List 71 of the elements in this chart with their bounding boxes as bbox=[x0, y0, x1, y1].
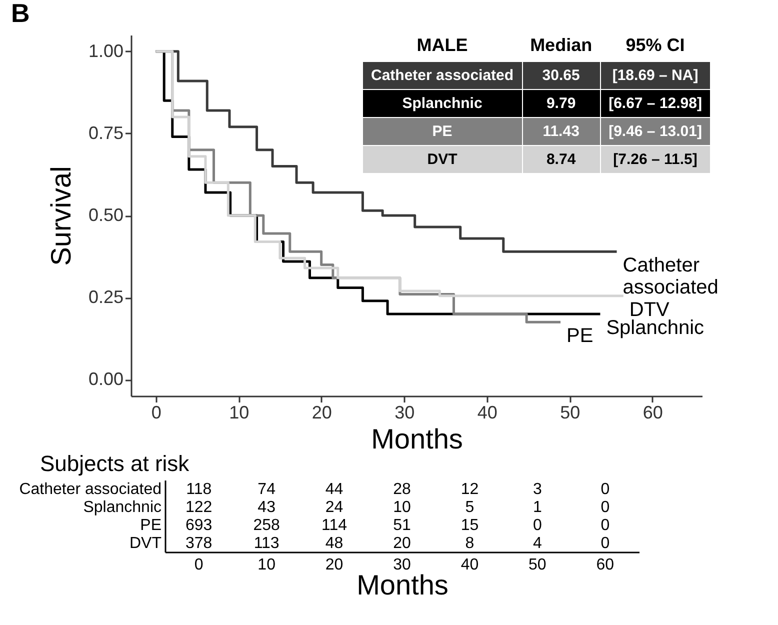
data-label: 0 bbox=[532, 517, 542, 534]
data-label: 4 bbox=[532, 535, 542, 552]
x-axis-title: Months bbox=[371, 424, 463, 454]
data-label: 0 bbox=[600, 517, 610, 534]
y-tick-label: Splanchnic bbox=[83, 499, 162, 516]
chart-title: B bbox=[11, 0, 30, 28]
data-label: 1 bbox=[532, 499, 542, 516]
x-tick-label: 30 bbox=[394, 402, 415, 422]
x-tick-label: 50 bbox=[528, 556, 546, 574]
data-label: 51 bbox=[393, 517, 411, 534]
y-tick-label: Catheter associated bbox=[19, 481, 162, 498]
x-tick-label: 20 bbox=[325, 556, 344, 574]
data-label: 3 bbox=[532, 481, 542, 498]
data-label: 113 bbox=[254, 535, 280, 552]
y-tick-label: 0.00 bbox=[88, 369, 124, 390]
x-tick-label: 10 bbox=[258, 556, 276, 574]
data-label: 15 bbox=[460, 517, 479, 534]
y-tick-label: 1.00 bbox=[88, 40, 124, 61]
data-label: 10 bbox=[393, 499, 411, 516]
annotation: 95% CI bbox=[624, 34, 686, 57]
annotation: Splanchnic bbox=[362, 90, 522, 118]
annotation: 8.74 bbox=[522, 146, 600, 174]
x-tick-label: 10 bbox=[229, 402, 250, 422]
y-tick-label: DVT bbox=[130, 535, 162, 552]
series-label: Catheter associated bbox=[622, 254, 718, 299]
annotation: MALE bbox=[416, 34, 469, 57]
x-tick-label: 0 bbox=[151, 402, 162, 422]
data-label: 118 bbox=[186, 481, 212, 498]
data-label: 693 bbox=[186, 517, 212, 534]
data-label: 0 bbox=[600, 535, 610, 552]
data-label: 258 bbox=[253, 517, 280, 534]
x-tick-label: 0 bbox=[194, 556, 204, 574]
y-tick-label: 0.25 bbox=[88, 287, 124, 308]
y-axis-title: Survival bbox=[45, 166, 76, 266]
data-label: 48 bbox=[325, 535, 344, 552]
data-label: 0 bbox=[600, 499, 610, 516]
data-label: 122 bbox=[186, 499, 212, 516]
y-tick-label: 0.50 bbox=[88, 205, 124, 225]
data-label: 5 bbox=[465, 499, 474, 516]
annotation: [6.67 – 12.98] bbox=[600, 90, 710, 118]
x-tick-label: 50 bbox=[560, 402, 580, 422]
annotation: PE bbox=[362, 118, 522, 146]
annotation: [18.69 – NA] bbox=[600, 62, 710, 90]
data-label: 20 bbox=[393, 535, 411, 552]
data-label: 74 bbox=[258, 481, 276, 498]
annotation: 9.79 bbox=[522, 90, 600, 118]
annotation: [9.46 – 13.01] bbox=[600, 118, 710, 146]
x-tick-label: 60 bbox=[596, 556, 614, 574]
data-label: 114 bbox=[322, 517, 348, 534]
data-label: 44 bbox=[325, 481, 344, 498]
annotation: Median bbox=[529, 34, 594, 57]
x-tick-label: 40 bbox=[477, 402, 498, 422]
data-label: 43 bbox=[258, 499, 276, 516]
annotation: 30.65 bbox=[522, 62, 600, 90]
annotation: DVT bbox=[362, 146, 522, 174]
annotation: [7.26 – 11.5] bbox=[600, 146, 710, 174]
data-label: 28 bbox=[393, 481, 411, 498]
y-tick-label: 0.75 bbox=[88, 122, 124, 143]
data-label: 12 bbox=[460, 481, 479, 498]
data-label: 378 bbox=[186, 535, 212, 552]
annotation: Catheter associated bbox=[362, 62, 522, 90]
x-tick-label: 60 bbox=[642, 402, 663, 422]
chart-title: Subjects at risk bbox=[40, 451, 190, 476]
y-tick-label: PE bbox=[140, 517, 162, 534]
annotation: 11.43 bbox=[522, 118, 600, 146]
x-tick-label: 40 bbox=[460, 556, 479, 574]
series-label: PE bbox=[566, 325, 594, 348]
x-tick-label: 20 bbox=[312, 402, 332, 422]
data-label: 0 bbox=[600, 481, 610, 498]
data-label: 8 bbox=[465, 535, 474, 552]
data-label: 24 bbox=[325, 499, 344, 516]
